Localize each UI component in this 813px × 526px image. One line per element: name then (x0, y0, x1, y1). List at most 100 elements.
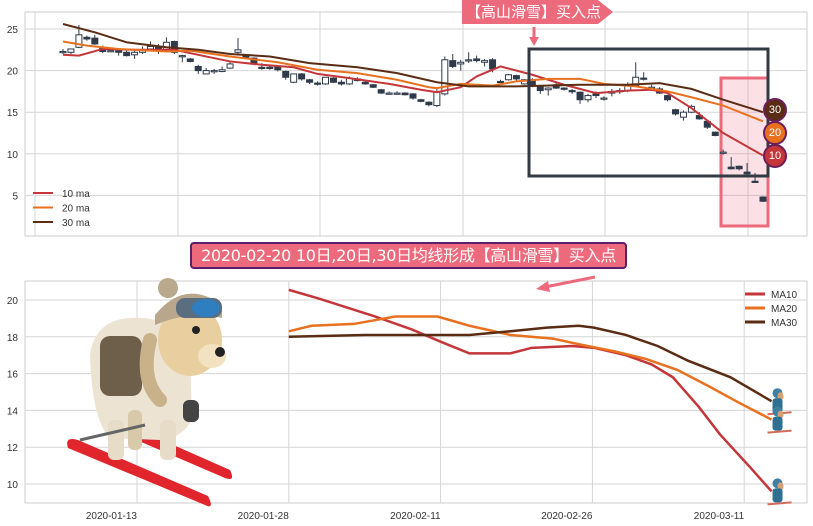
y-tick-label: 20 (7, 296, 19, 307)
candle (67, 48, 75, 53)
candle (131, 51, 139, 56)
candle (234, 49, 242, 53)
skier-body (772, 488, 783, 503)
candle (322, 76, 329, 85)
ma-line-20-ma (62, 40, 764, 123)
candle (337, 81, 345, 85)
candle (329, 77, 337, 83)
y-tick-label: 16 (7, 370, 19, 381)
candle (186, 58, 194, 62)
y-tick-label: 20 (7, 67, 19, 78)
candle (83, 36, 91, 40)
x-tick-label: 2020-02-11 (390, 511, 441, 522)
candle (568, 90, 576, 93)
legend-label: MA30 (771, 318, 798, 329)
candle (282, 70, 290, 78)
candle (544, 87, 552, 91)
y-tick-label: 5 (12, 191, 18, 202)
candle (258, 66, 266, 69)
candle (290, 73, 298, 83)
candle (711, 131, 719, 136)
candle (536, 85, 544, 92)
candle (497, 80, 504, 84)
candle (457, 61, 465, 65)
candle (584, 95, 592, 101)
x-tick-label: 2020-02-26 (541, 511, 593, 522)
candle (679, 111, 687, 118)
candle (385, 92, 393, 95)
candle (178, 55, 186, 58)
x-tick-label: 2020-03-11 (694, 511, 745, 522)
candle (369, 84, 377, 88)
candle (425, 101, 433, 106)
candle (306, 79, 314, 83)
ma30-badge: 30 (763, 98, 787, 122)
buy-point-label-top: 【高山滑雪】买入点 (462, 0, 613, 24)
candle (226, 63, 234, 69)
candle (417, 99, 425, 102)
candle (377, 89, 385, 94)
y-tick-label: 25 (7, 25, 19, 36)
ma10-badge: 10 (763, 144, 787, 168)
candle (147, 45, 154, 50)
candle (107, 50, 115, 53)
candle (512, 75, 520, 80)
candle (115, 50, 123, 53)
ma-line-MA30 (288, 324, 773, 403)
candle (727, 166, 735, 170)
candle (441, 59, 449, 95)
buy-point-main-label: 2020-02-20 10日,20日,30日均线形成【高山滑雪】买入点 (190, 242, 627, 269)
candle (401, 92, 409, 96)
skiing-dog-illustration (67, 278, 233, 507)
candle (751, 180, 759, 183)
candle (202, 70, 210, 75)
candle (600, 97, 608, 100)
candle (735, 165, 743, 170)
candle (640, 77, 648, 80)
down-arrow-icon (529, 37, 539, 46)
candle (759, 196, 767, 202)
ma-line-30-ma (62, 23, 764, 114)
legend-label: MA10 (771, 290, 798, 301)
pointer-arrow-shaft (544, 275, 596, 289)
candle (123, 51, 131, 57)
arrow-banner-shape (462, 0, 613, 24)
candle (592, 93, 600, 97)
x-tick-label: 2020-01-28 (238, 511, 290, 522)
skier-skis (767, 501, 792, 506)
y-tick-label: 10 (7, 480, 19, 491)
y-tick-label: 10 (7, 150, 19, 161)
y-tick-label: 12 (7, 443, 19, 454)
legend-label: 30 ma (62, 218, 90, 229)
candle (433, 91, 441, 107)
ma-line-MA20 (288, 315, 773, 421)
candle (672, 109, 679, 115)
y-tick-label: 14 (7, 406, 19, 417)
candle (298, 73, 306, 80)
candle (59, 50, 67, 54)
candle (504, 74, 512, 81)
ma-line-MA10 (288, 288, 773, 493)
buy-point-label-text: 【高山滑雪】买入点 (466, 3, 602, 21)
skier-body (772, 416, 783, 431)
candle (449, 60, 457, 67)
candle (75, 34, 83, 48)
y-tick-label: 18 (7, 333, 19, 344)
plot-area (24, 11, 808, 237)
candle (91, 37, 99, 45)
candle (361, 81, 369, 85)
candlestick-chart: 5 10 15 20 25 10 ma 20 ma 30 ma (7, 11, 808, 237)
candle (743, 171, 751, 175)
candle (409, 93, 417, 99)
candle (465, 59, 473, 62)
candle (560, 87, 568, 90)
candle (393, 92, 401, 95)
legend-label: 20 ma (62, 204, 90, 215)
x-tick-label: 2020-01-13 (86, 511, 138, 522)
candle (576, 91, 584, 101)
skier-icons (767, 388, 792, 506)
legend-label: 10 ma (62, 189, 90, 200)
y-tick-label: 15 (7, 108, 19, 119)
candle (473, 58, 481, 62)
